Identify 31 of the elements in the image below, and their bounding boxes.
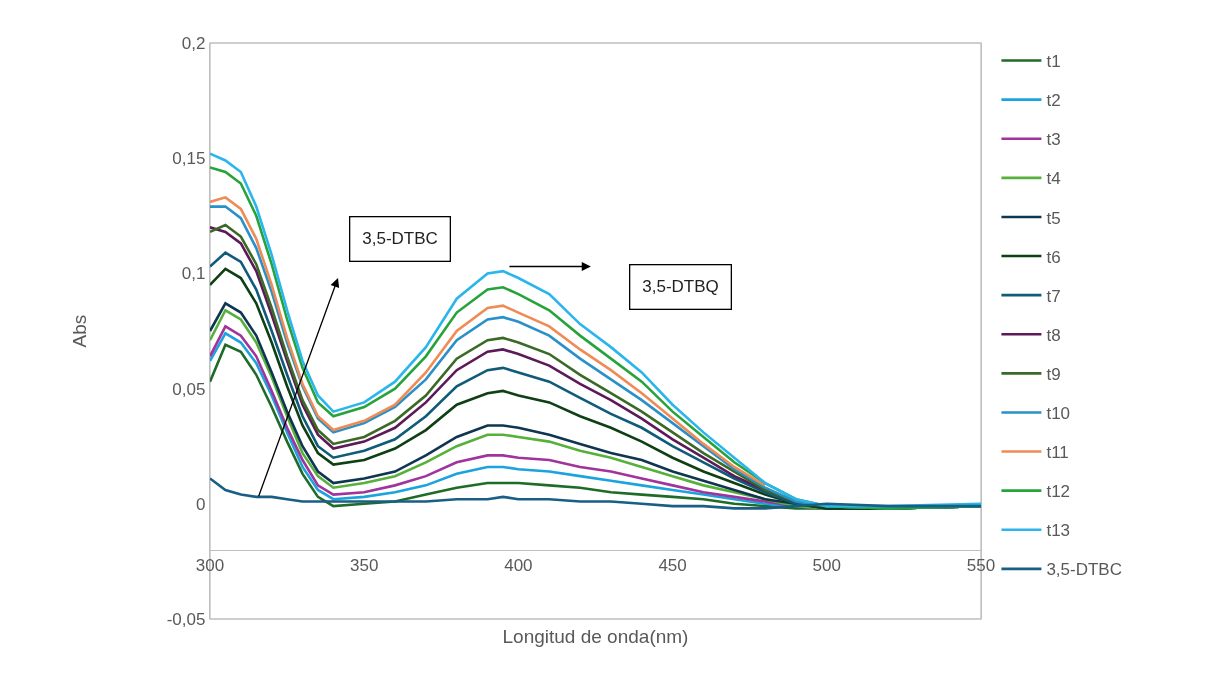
x-tick-label: 450 [658,556,687,576]
y-tick-label: 0 [195,494,206,514]
y-tick-label: -0,05 [166,609,206,629]
legend-label: t11 [1046,443,1069,463]
annotation: 3,5-DTBC [362,229,438,249]
x-axis-title: Longitud de onda(nm) [502,626,689,648]
y-tick-label: 0,15 [172,149,206,169]
legend-label: t5 [1046,208,1061,228]
x-tick-label: 350 [350,556,379,576]
legend-label: 3,5-DTBC [1046,560,1122,580]
annotation: 3,5-DTBQ [642,277,719,297]
legend-label: t9 [1046,364,1061,384]
y-axis-title: Abs [68,314,90,348]
x-tick-label: 300 [195,556,225,576]
legend-label: t7 [1046,286,1061,306]
y-tick-label: 0,2 [181,33,206,53]
line-series [210,196,767,487]
y-tick-label: 0,05 [172,379,206,399]
legend-label: t8 [1046,325,1061,345]
legend-label: t4 [1046,169,1061,189]
legend-label: t6 [1046,247,1061,267]
legend-label: t3 [1046,130,1061,150]
legend-label: t12 [1046,482,1071,502]
legend-label: t13 [1046,521,1071,541]
legend-label: t10 [1046,404,1071,424]
legend-label: t2 [1046,91,1061,111]
x-tick-label: 400 [504,556,533,576]
x-tick-label: 550 [966,556,996,576]
y-tick-label: 0,1 [181,264,206,284]
x-tick-label: 500 [812,556,841,576]
legend-label: t1 [1046,52,1061,72]
